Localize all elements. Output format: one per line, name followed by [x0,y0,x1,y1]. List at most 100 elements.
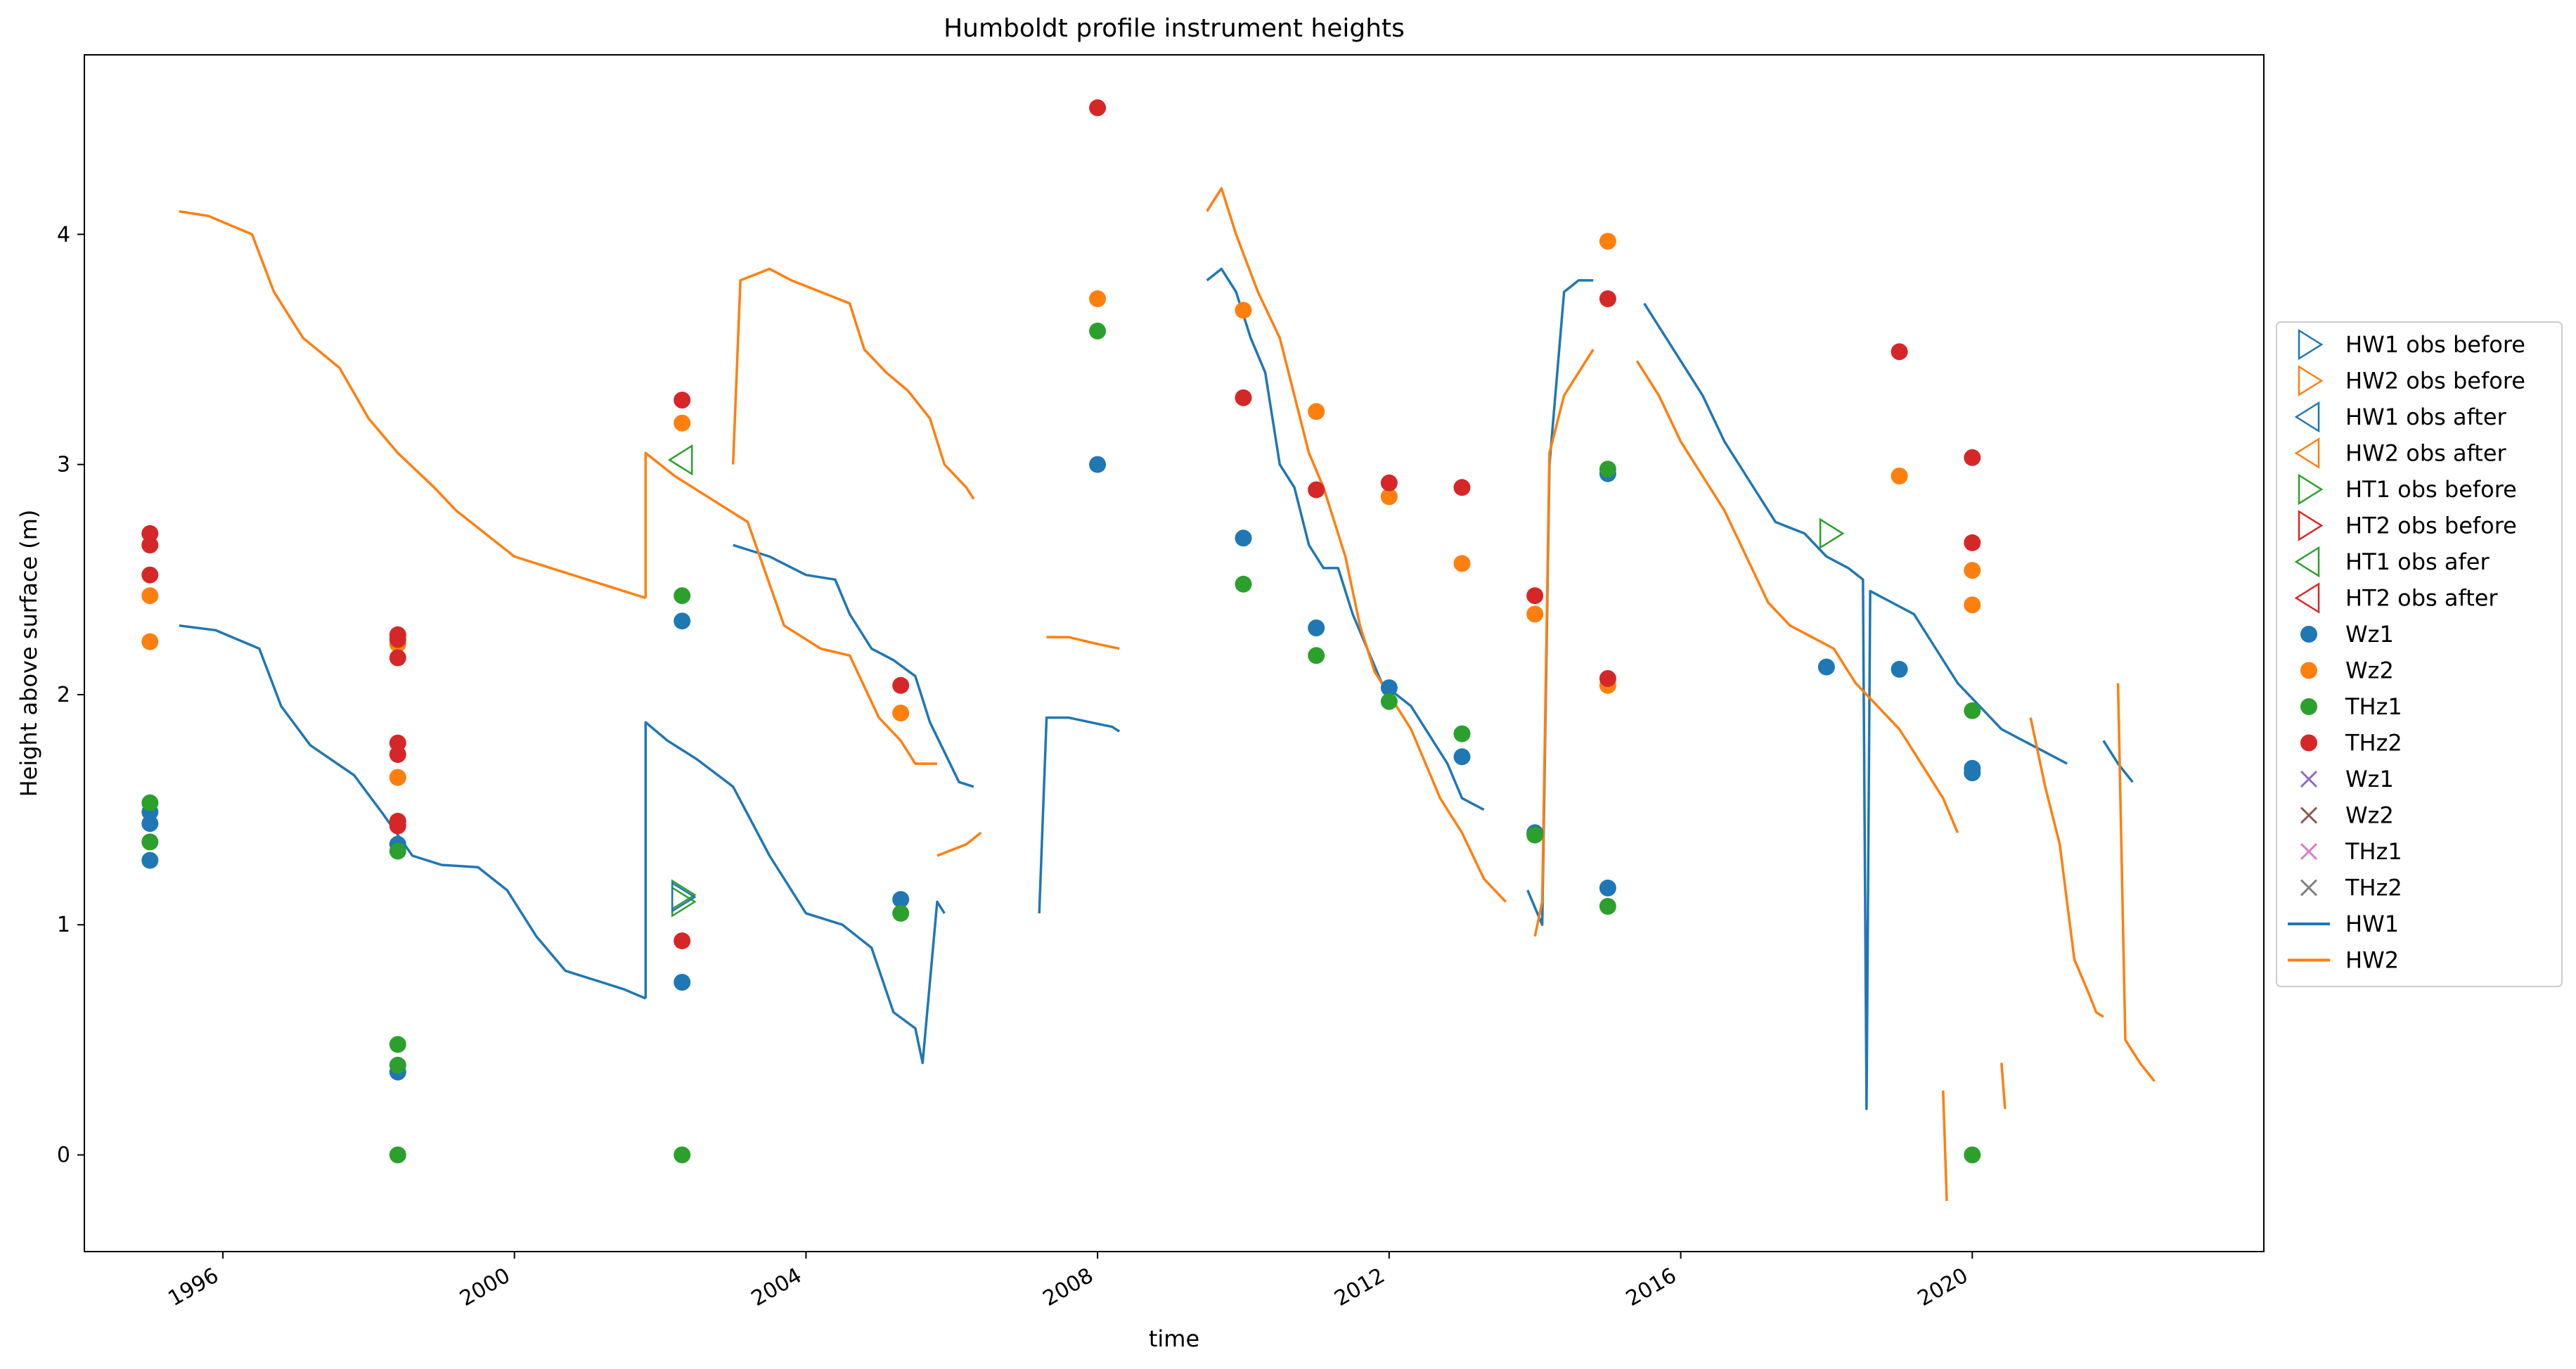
legend-box [2276,321,2563,987]
point-wz2-2 [389,769,406,786]
point-wz2-5 [892,705,910,722]
point-wz2-12 [1599,233,1616,250]
legend-marker-6 [2294,546,2320,578]
legend-label-8: Wz1 [2345,621,2394,648]
y-tick-label-0: 0 [57,1143,70,1168]
legend-marker-3 [2294,437,2320,469]
point-thz2-21 [1891,343,1908,361]
legend-marker-7 [2294,582,2320,614]
x-tick-label-2000: 2000 [456,1264,515,1311]
legend-item-6: HT1 obs afer [2294,546,2490,578]
y-tick-label-2: 2 [57,683,70,707]
x-tick-label-2004: 2004 [747,1264,806,1311]
point-wz2-11 [1526,605,1544,623]
point-thz2-7 [389,746,406,763]
legend-marker-9 [2300,662,2317,679]
point-thz1-13 [1453,725,1471,743]
line-hw1-segment-1 [644,721,946,1065]
point-thz2-5 [389,649,406,667]
point-wz1-0 [141,851,159,869]
line-hw2-segment-2 [936,831,982,857]
legend-item-1: HW2 obs before [2298,365,2525,397]
point-thz1-18 [1964,1146,1981,1164]
legend-item-15: THz2 [2300,875,2402,901]
point-thz1-10 [1235,575,1252,593]
line-hw1-segment-0 [179,624,646,1000]
point-wz1-13 [1453,748,1471,766]
line-hw1-segment-7 [2102,740,2134,783]
point-thz1-8 [892,904,910,922]
point-wz1-8 [892,891,910,908]
legend-label-6: HT1 obs afer [2345,548,2490,575]
point-thz1-11 [1308,647,1325,664]
x-tick-label-2016: 2016 [1622,1264,1681,1311]
point-wz1-12 [1380,679,1398,697]
y-tick-label-3: 3 [57,453,70,477]
point-thz1-5 [389,842,406,860]
legend-item-7: HT2 obs after [2294,582,2498,614]
point-wz2-10 [1453,555,1471,572]
point-thz2-9 [389,817,406,835]
point-thz2-1 [141,536,159,554]
point-wz2-1 [141,587,159,605]
series-lines [179,187,2156,1202]
chart-title: Humboldt profile instrument heights [944,14,1405,43]
legend-marker-5 [2298,510,2324,541]
legend-item-4: HT1 obs before [2298,473,2517,506]
point-thz2-4 [389,631,406,648]
line-hw1-segment-3 [1038,716,1121,913]
legend-item-0: HW1 obs before [2298,328,2525,361]
point-wz2-0 [141,633,159,650]
legend-item-12: Wz1 [2300,766,2394,792]
line-hw2-segment-3 [731,267,975,500]
point-wz1-11 [1308,619,1325,636]
legend-marker-13 [2300,806,2318,824]
point-thz1-1 [141,833,159,851]
line-hw2-segment-1 [644,451,937,765]
legend-marker-11 [2300,734,2317,752]
point-wz2-14 [1891,468,1908,484]
point-thz2-23 [1964,534,1981,551]
legend-marker-1 [2298,365,2324,397]
legend-label-12: Wz1 [2345,766,2394,792]
triangle-marker-0 [667,444,693,476]
point-thz2-13 [1089,99,1107,117]
point-thz1-16 [1599,898,1616,915]
point-thz2-14 [1235,389,1252,406]
point-thz2-18 [1526,587,1544,605]
plot-frame [84,54,2265,1252]
legend-item-14: THz1 [2300,838,2402,865]
x-axis: 1996 2000 2004 2008 2012 2016 2020 [164,1252,1973,1311]
legend-label-16: HW1 [2345,911,2399,937]
line-hw2-segment-7 [1635,360,1959,833]
point-thz2-22 [1964,449,1981,466]
point-wz1-18 [1891,660,1908,678]
legend-label-0: HW1 obs before [2345,331,2525,358]
triangle-marker-4 [1819,518,1845,550]
point-thz1-4 [389,1056,406,1074]
legend-marker-8 [2300,626,2317,643]
x-tick-label-2008: 2008 [1039,1264,1098,1311]
legend-label-2: HW1 obs after [2345,404,2507,430]
x-tick-label-1996: 1996 [164,1264,223,1311]
point-wz2-7 [1235,302,1252,319]
y-tick-label-4: 4 [57,222,70,247]
legend-item-17: HW2 [2288,947,2399,974]
x-tick-label-2012: 2012 [1330,1264,1389,1311]
point-wz1-6 [674,612,691,630]
point-wz2-16 [1964,596,1981,614]
legend-label-17: HW2 [2345,947,2399,974]
line-hw2-segment-11 [2116,683,2156,1082]
point-thz1-7 [674,1146,691,1164]
legend-label-15: THz2 [2345,875,2402,901]
legend-marker-15 [2300,879,2318,896]
point-thz2-2 [141,566,159,584]
legend-item-10: THz1 [2300,693,2402,720]
y-tick-label-1: 1 [57,913,70,937]
line-hw2-segment-6 [1533,349,1595,937]
line-hw2-segment-9 [2000,1062,2007,1110]
legend-item-13: Wz2 [2300,802,2394,829]
legend-label-10: THz1 [2345,693,2402,720]
line-hw1-segment-2 [733,544,974,788]
